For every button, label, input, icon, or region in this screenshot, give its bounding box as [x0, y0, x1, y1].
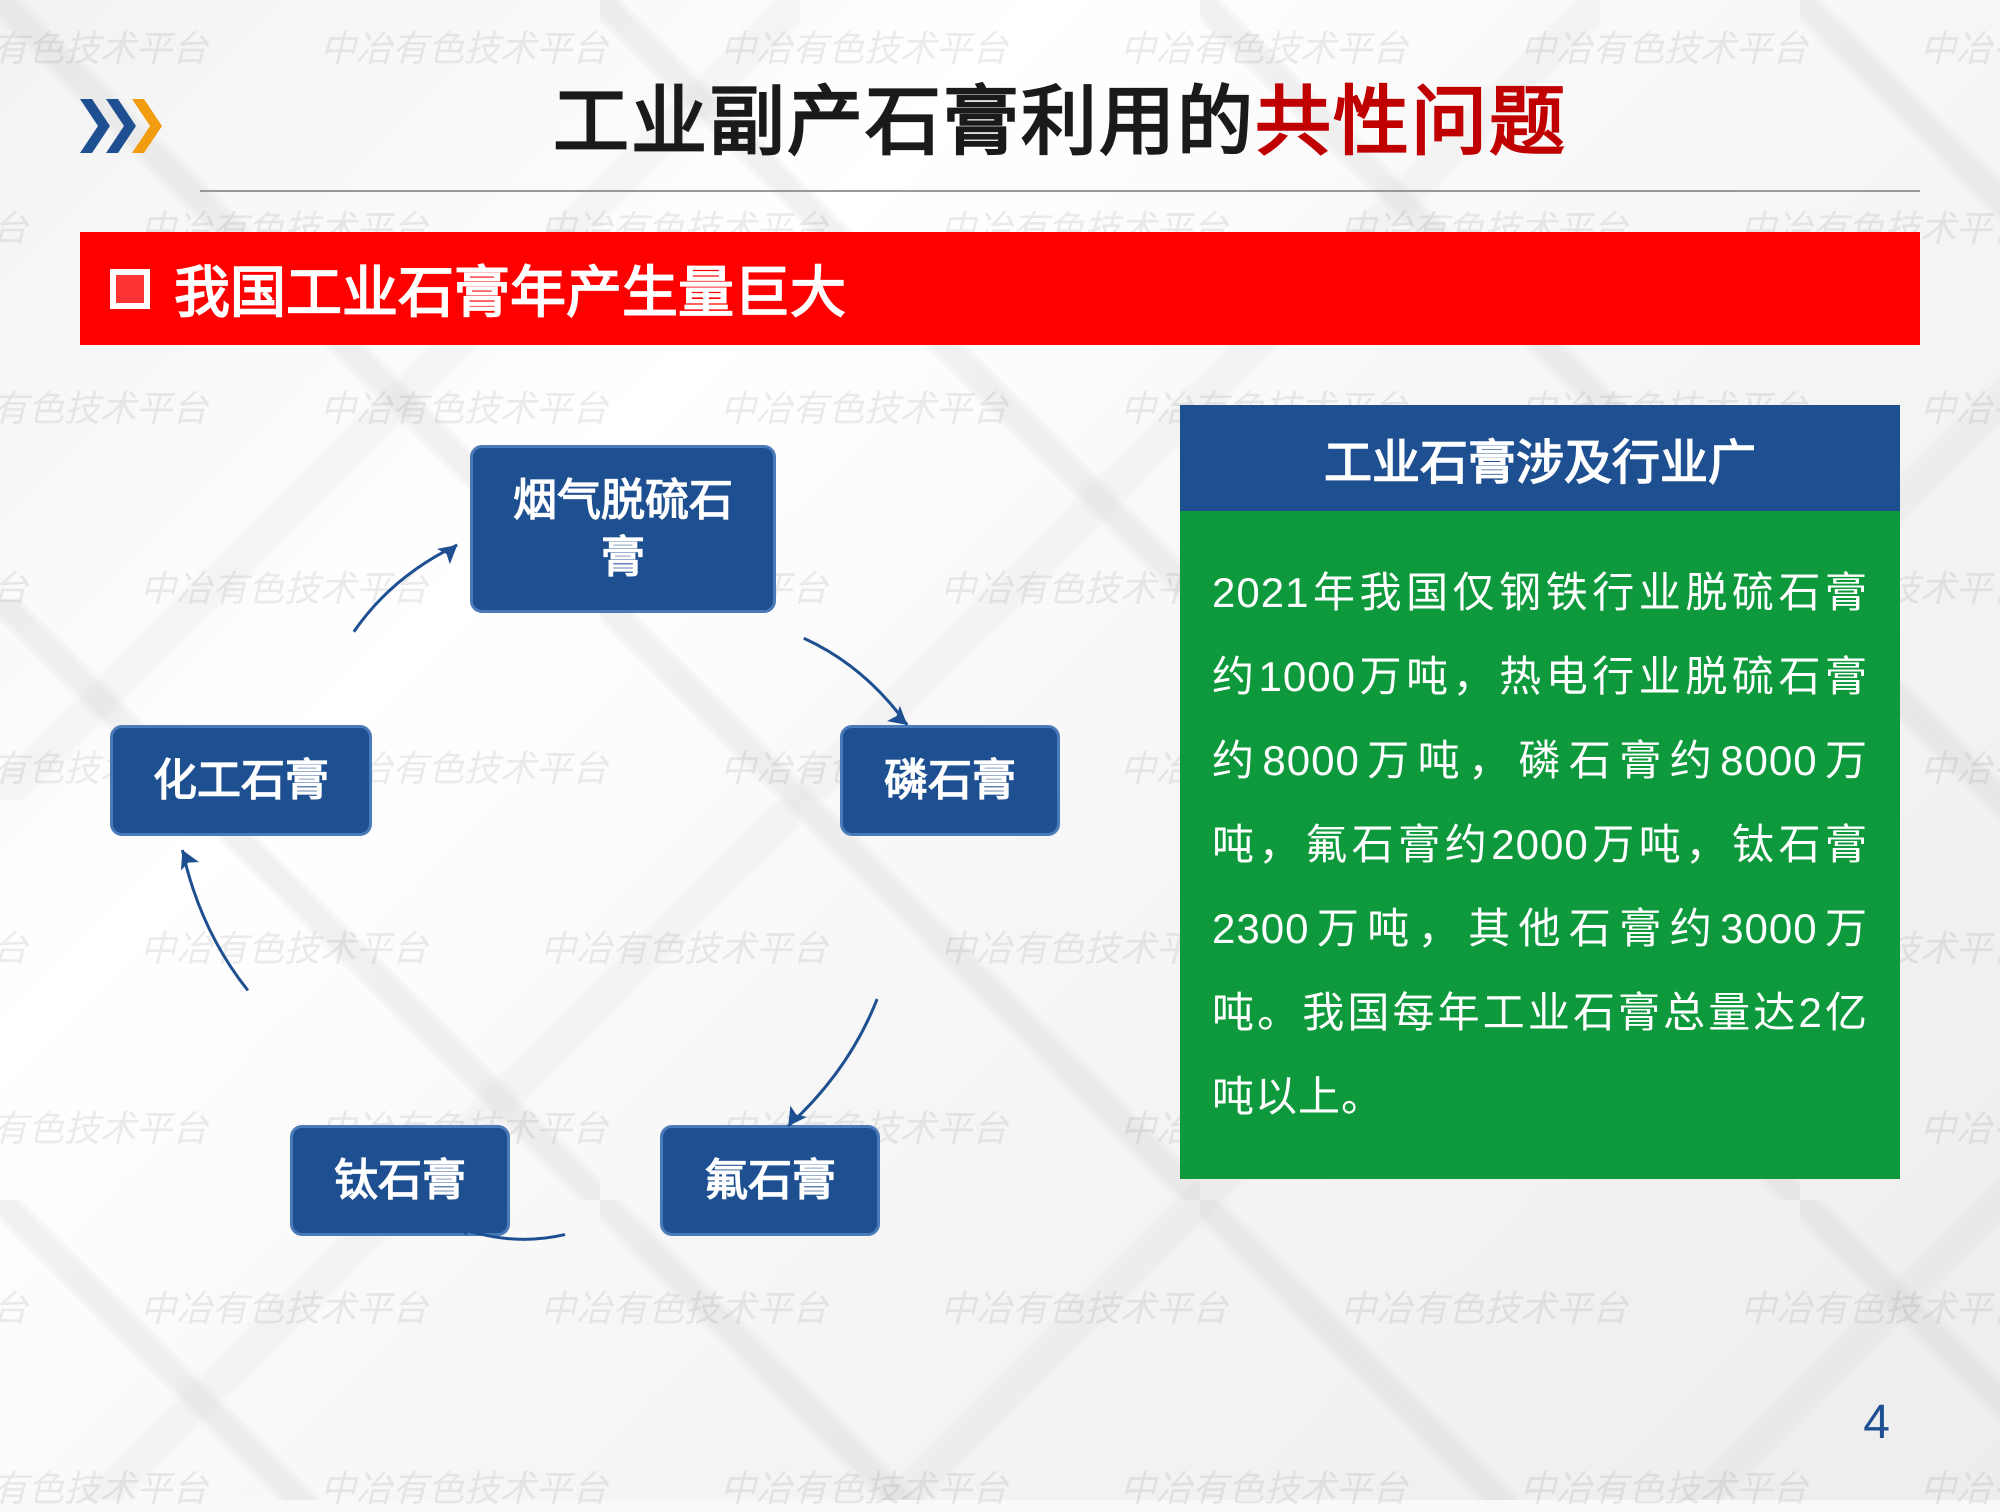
slide-page: 工业副产石膏利用的共性问题 我国工业石膏年产生量巨大 烟气脱硫石膏磷石膏氟石膏钛… [0, 0, 2000, 1500]
chevron-icon [80, 99, 170, 153]
banner-text: 我国工业石膏年产生量巨大 [174, 248, 846, 329]
info-panel: 工业石膏涉及行业广 2021年我国仅钢铁行业脱硫石膏约1000万吨，热电行业脱硫… [1180, 405, 1900, 1179]
title-prefix: 工业副产石膏利用的 [553, 80, 1255, 165]
slide-header: 工业副产石膏利用的共性问题 [80, 60, 1920, 192]
page-number: 4 [1863, 1395, 1890, 1450]
cycle-node-n1: 烟气脱硫石膏 [470, 445, 776, 613]
title-container: 工业副产石膏利用的共性问题 [200, 60, 1920, 192]
cycle-node-n2: 磷石膏 [840, 725, 1060, 836]
title-emphasis: 共性问题 [1255, 80, 1567, 165]
cycle-arrow [143, 810, 278, 1008]
cycle-diagram: 烟气脱硫石膏磷石膏氟石膏钛石膏化工石膏 [100, 405, 1120, 1325]
info-header: 工业石膏涉及行业广 [1180, 405, 1900, 511]
cycle-arrow [418, 1192, 573, 1265]
subtitle-banner: 我国工业石膏年产生量巨大 [80, 232, 1920, 345]
cycle-node-n5: 化工石膏 [110, 725, 372, 836]
bullet-square-icon [110, 269, 150, 309]
content-row: 烟气脱硫石膏磷石膏氟石膏钛石膏化工石膏 工业石膏涉及行业广 2021年我国仅钢铁… [80, 405, 1920, 1325]
info-body: 2021年我国仅钢铁行业脱硫石膏约1000万吨，热电行业脱硫石膏约8000万吨，… [1180, 511, 1900, 1179]
page-title: 工业副产石膏利用的共性问题 [200, 60, 1920, 170]
